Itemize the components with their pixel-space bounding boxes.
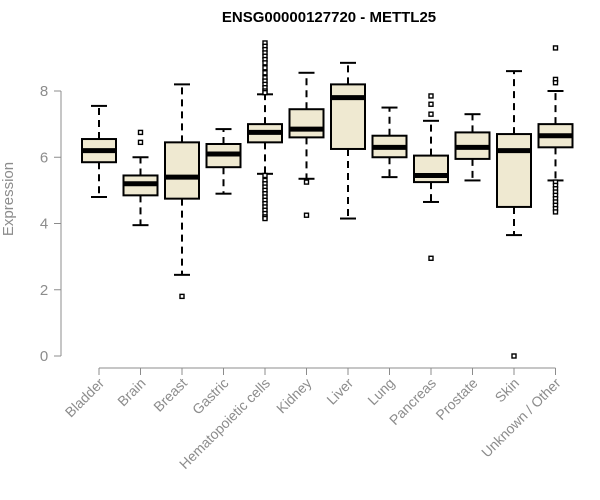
outlier-point: [428, 255, 434, 261]
box-kidney: [288, 71, 325, 218]
box-hematopoietic-cells: [247, 40, 283, 222]
outlier-point: [262, 215, 268, 222]
outlier-point: [303, 179, 310, 185]
outlier-point: [137, 139, 144, 146]
box-pancreas: [413, 93, 449, 261]
x-category-label: Bladder: [62, 375, 108, 421]
outlier-point: [262, 89, 268, 96]
box-iqr: [330, 83, 366, 150]
y-tick-label: 4: [40, 216, 48, 233]
outlier-point: [179, 293, 185, 300]
chart-title: ENSG00000127720 - METTL25: [222, 9, 436, 26]
outlier-point: [262, 172, 268, 179]
box-series: [81, 40, 574, 359]
x-category-label: Unknown / Other: [478, 375, 564, 461]
box-iqr: [496, 133, 532, 208]
box-iqr: [288, 108, 325, 139]
y-tick-label: 0: [40, 348, 48, 365]
box-unknown-other: [537, 45, 574, 215]
box-iqr: [413, 154, 449, 184]
outlier-point: [428, 111, 434, 117]
box-bladder: [81, 104, 117, 198]
outlier-point: [262, 65, 268, 71]
outlier-point: [552, 209, 559, 215]
outlier-point: [511, 353, 517, 359]
outlier-point: [262, 70, 268, 76]
outlier-point: [428, 93, 434, 99]
x-category-label: Prostate: [432, 375, 480, 423]
y-axis-label: Expression: [0, 162, 17, 236]
box-liver: [330, 61, 366, 220]
outlier-point: [428, 101, 434, 107]
x-category-label: Skin: [492, 375, 523, 406]
x-category-label: Kidney: [273, 375, 315, 417]
box-breast: [164, 83, 200, 300]
x-category-label: Liver: [323, 375, 356, 408]
box-lung: [371, 106, 408, 179]
box-gastric: [205, 128, 242, 195]
outlier-point: [552, 45, 559, 51]
outlier-point: [137, 129, 144, 136]
y-tick-label: 2: [40, 282, 48, 299]
x-category-label: Breast: [150, 375, 190, 415]
outlier-point: [303, 212, 310, 218]
outlier-point: [262, 60, 268, 66]
y-tick-label: 8: [40, 83, 48, 100]
box-prostate: [454, 113, 491, 182]
x-category-label: Lung: [364, 375, 397, 408]
x-category-label: Brain: [114, 375, 148, 409]
box-iqr: [164, 141, 200, 200]
y-axis: 0 2 4 6 8: [40, 83, 62, 365]
box-brain: [122, 129, 159, 227]
y-tick-label: 6: [40, 149, 48, 166]
outlier-point: [552, 80, 559, 86]
box-skin: [496, 70, 532, 359]
